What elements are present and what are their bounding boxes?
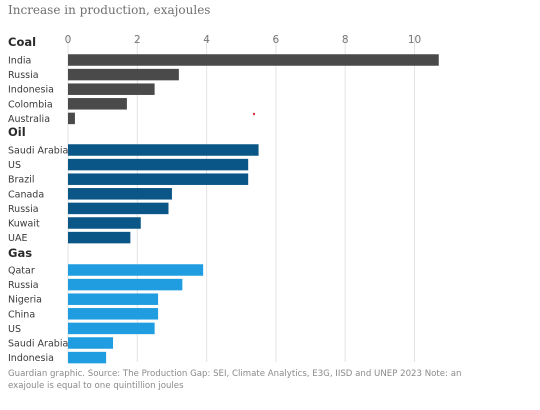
group-header: Coal [8, 35, 36, 49]
bar [68, 54, 439, 66]
bar [68, 337, 114, 349]
bar [68, 144, 259, 156]
x-tick-label: 0 [65, 34, 72, 46]
category-label: Russia [8, 280, 39, 291]
category-label: China [8, 309, 35, 320]
category-label: Saudi Arabia [8, 339, 68, 350]
group-header: Gas [8, 246, 32, 260]
category-label: Indonesia [8, 353, 54, 364]
bar [68, 293, 159, 305]
bar [68, 83, 155, 95]
bar [68, 308, 159, 320]
bar [68, 68, 179, 81]
bar [68, 264, 204, 276]
category-label: UAE [8, 233, 27, 244]
category-label: Nigeria [8, 295, 42, 306]
bar [68, 173, 249, 185]
category-label: US [8, 160, 21, 171]
chart-footer-note: Guardian graphic. Source: The Production… [8, 369, 462, 391]
bar [68, 112, 75, 125]
bar [68, 322, 155, 335]
category-label: Russia [8, 204, 39, 215]
bar [68, 202, 169, 215]
category-label: Australia [8, 114, 50, 125]
x-tick-label: 6 [273, 34, 280, 46]
category-label: Colombia [8, 99, 53, 110]
x-tick-label: 2 [134, 34, 141, 46]
x-tick-label: 10 [408, 34, 421, 46]
bar [68, 278, 183, 291]
bar [68, 351, 107, 364]
bar [68, 158, 249, 171]
category-label: Canada [8, 189, 44, 200]
bar [68, 188, 172, 200]
x-tick-label: 4 [203, 34, 210, 46]
bar [68, 231, 131, 244]
category-label: India [8, 56, 31, 67]
category-label: Kuwait [8, 219, 40, 230]
category-label: Russia [8, 70, 39, 81]
category-label: Indonesia [8, 85, 54, 96]
x-tick-label: 8 [342, 34, 349, 46]
category-label: Saudi Arabia [8, 146, 68, 157]
chart-title: Increase in production, exajoules [8, 3, 211, 17]
group-header: Oil [8, 125, 26, 139]
category-label: Qatar [8, 266, 35, 277]
bar [68, 98, 127, 110]
marker-dot [252, 112, 256, 116]
bar [68, 217, 141, 229]
category-label: Brazil [8, 175, 35, 186]
category-label: US [8, 324, 21, 335]
